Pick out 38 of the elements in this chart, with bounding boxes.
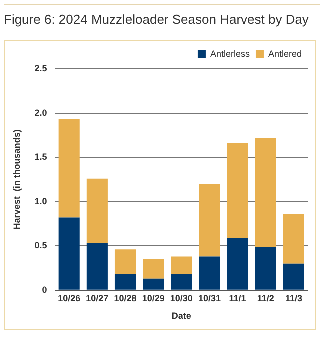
x-tick-label: 11/2 [257, 293, 274, 304]
bar [86, 178, 108, 244]
legend-label: Antlered [268, 48, 302, 59]
bar [171, 274, 192, 290]
bar [255, 247, 276, 290]
y-tick-label: 0 [42, 284, 48, 295]
x-tick-label: 10/26 [58, 293, 81, 304]
legend-label: Antlerless [210, 48, 250, 59]
bar [283, 264, 304, 290]
x-tick-label: 10/31 [198, 293, 221, 304]
x-tick-label: 10/30 [170, 293, 193, 304]
x-tick-label: 10/27 [86, 293, 109, 304]
bar [58, 218, 80, 290]
bar [143, 259, 164, 279]
bar [143, 278, 164, 290]
bar [283, 214, 304, 264]
x-tick-label: 10/28 [114, 293, 137, 304]
y-axis-title: Harvest (in thousands) [12, 130, 22, 230]
bar [114, 274, 136, 290]
bar [227, 238, 248, 290]
x-axis-title: Date [172, 311, 192, 322]
x-tick-label: 11/1 [229, 293, 246, 304]
bar [171, 256, 192, 274]
bar [58, 119, 80, 218]
y-tick-label: 2.0 [34, 108, 48, 118]
bar [199, 184, 220, 257]
bar [255, 138, 276, 248]
bar [114, 250, 136, 274]
x-tick-label: 11/3 [285, 293, 302, 304]
y-tick-label: 1.5 [34, 152, 48, 162]
bar [227, 143, 248, 238]
y-tick-label: 0.5 [34, 240, 48, 251]
y-tick-label: 2.5 [34, 63, 48, 74]
bar [199, 256, 220, 290]
x-tick-label: 10/29 [142, 293, 165, 304]
y-tick-label: 1.0 [34, 196, 48, 206]
chart-title: Figure 6: 2024 Muzzleloader Season Harvest by Day [4, 12, 309, 27]
bar [86, 243, 108, 290]
